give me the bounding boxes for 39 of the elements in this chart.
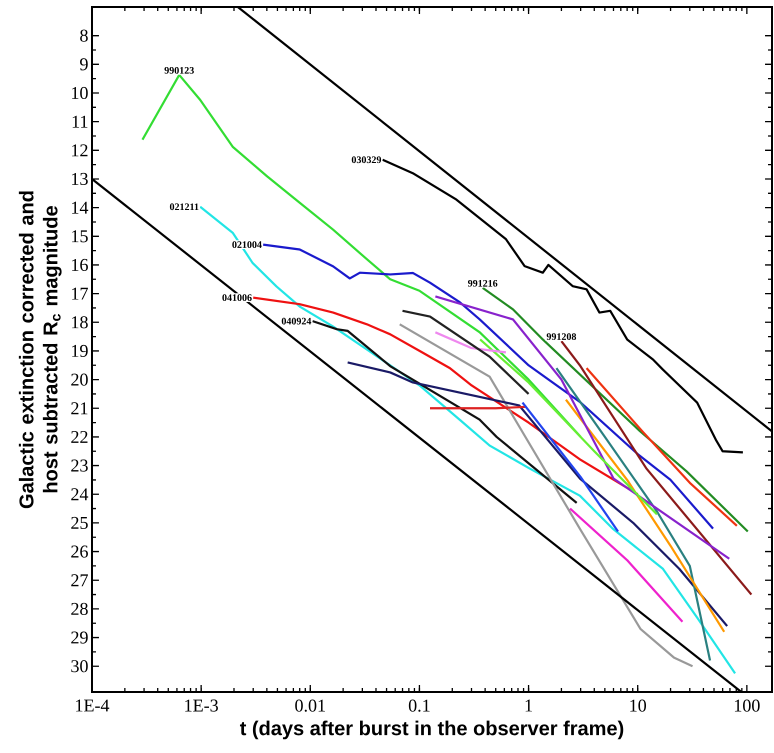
- series-label: 030329: [352, 156, 382, 164]
- y-tick-label: 18: [72, 316, 88, 328]
- y-tick-label: 23: [71, 460, 88, 472]
- y-tick-label: 26: [71, 546, 88, 558]
- y-tick-label: 17: [72, 288, 88, 300]
- x-tick-label: 1: [526, 700, 532, 712]
- y-tick-label: 22: [71, 430, 88, 443]
- y-tick-label: 27: [71, 574, 88, 586]
- series-label: 021004: [232, 241, 262, 248]
- y-tick-label: 25: [71, 516, 88, 529]
- series-label: 040924: [282, 318, 312, 325]
- y-tick-label: 15: [72, 230, 88, 242]
- series-label: 991208: [546, 333, 576, 340]
- series-label: 990123: [164, 66, 194, 74]
- y-tick-label: 9: [80, 58, 88, 70]
- y-tick-label: 30: [71, 660, 88, 672]
- x-tick-label: 100: [734, 700, 760, 712]
- y-tick-label: 20: [71, 374, 88, 386]
- x-tick-label: 0.1: [408, 700, 430, 712]
- x-tick-label: 10: [630, 700, 646, 712]
- x-tick-label: 0.01: [295, 700, 325, 712]
- y-tick-label: 21: [71, 402, 88, 414]
- y-tick-label: 14: [72, 202, 88, 214]
- series-label: 991216: [468, 280, 498, 287]
- y-tick-label: 16: [72, 258, 88, 271]
- y-tick-label: 12: [72, 144, 88, 156]
- x-tick-label: 1E-4: [76, 700, 110, 712]
- y-tick-label: 8: [80, 30, 88, 42]
- x-axis-title: t (days after burst in the observer frame): [240, 720, 624, 740]
- y-tick-label: 10: [72, 86, 88, 100]
- y-tick-label: 11: [72, 116, 88, 128]
- series-label: 041006: [222, 294, 252, 301]
- y-tick-label: 29: [71, 632, 88, 644]
- x-tick-label: 1E-3: [185, 700, 218, 712]
- y-tick-label: 24: [71, 488, 88, 500]
- series-label: 021211: [170, 203, 198, 210]
- y-tick-label: 19: [72, 344, 88, 357]
- y-tick-label: 13: [72, 172, 88, 186]
- y-tick-label: 28: [71, 602, 88, 615]
